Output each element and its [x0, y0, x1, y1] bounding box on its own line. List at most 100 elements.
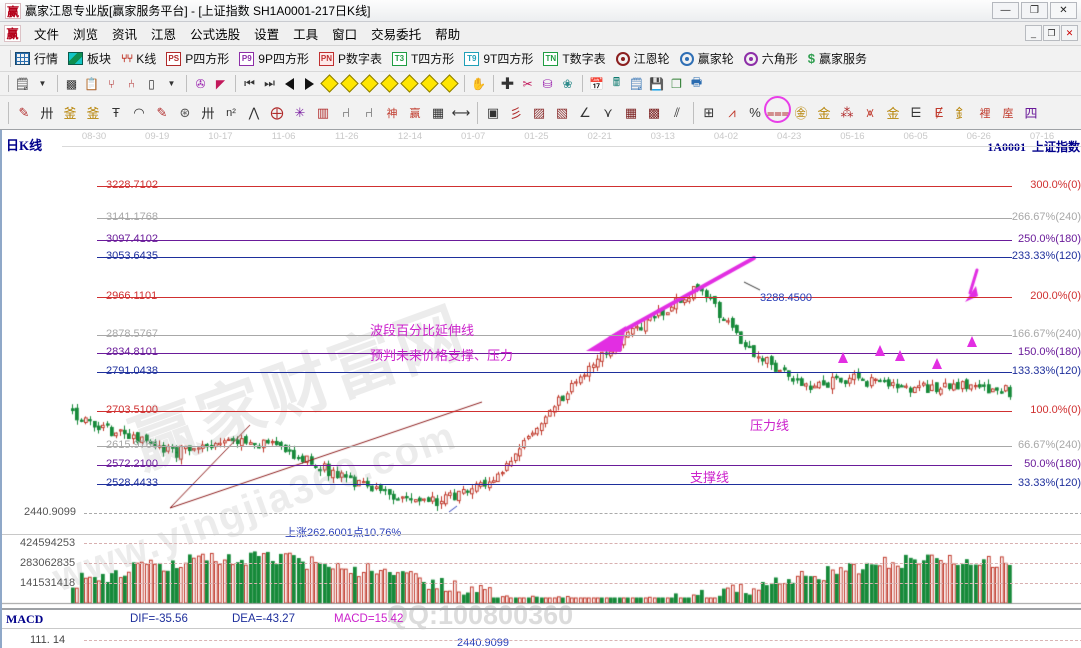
- dropdown-arrow-icon[interactable]: ▼: [38, 79, 47, 88]
- toolbar-button-quotes[interactable]: 行情: [15, 50, 58, 67]
- menu-item-trade[interactable]: 交易委托: [371, 28, 422, 42]
- star-burst-icon[interactable]: ✳: [294, 104, 306, 120]
- minimize-button[interactable]: —: [992, 2, 1019, 19]
- pen-icon[interactable]: ✎: [18, 104, 30, 120]
- ying-icon[interactable]: 赢: [409, 107, 421, 120]
- gold-scale-icon[interactable]: 金: [817, 106, 831, 121]
- hand-icon[interactable]: ✋: [471, 76, 486, 91]
- crosshair-icon[interactable]: ✚: [500, 75, 515, 93]
- doc-restore-button[interactable]: ❐: [1043, 25, 1060, 41]
- target-icon[interactable]: ⨁: [270, 104, 284, 120]
- toolbar-button-winner-wheel[interactable]: 赢家轮: [679, 50, 734, 67]
- angle-lines-icon[interactable]: ∠: [579, 104, 591, 120]
- chart-area[interactable]: 赢家财富网 www.yingjia360.com 日K线 1A0001 上证指数…: [0, 130, 1081, 648]
- grid-box2-icon[interactable]: ▩: [647, 104, 661, 120]
- doc-minimize-button[interactable]: _: [1025, 25, 1042, 41]
- pen-line-icon[interactable]: ✎: [156, 104, 168, 120]
- wave9-icon[interactable]: ⑃: [127, 76, 136, 91]
- wave3-icon[interactable]: ⑂: [107, 76, 116, 91]
- rect-icon[interactable]: ▣: [486, 104, 500, 120]
- arc-fan-icon[interactable]: ⩙: [866, 104, 874, 120]
- toolbar-button-t-square[interactable]: T3 T四方形: [391, 50, 454, 67]
- toolbar-button-kline[interactable]: ⑂⑂ K线: [121, 50, 156, 67]
- toolbar-button-9p-square[interactable]: P9 9P四方形: [239, 50, 309, 67]
- gold-line-icon[interactable]: 釒: [955, 106, 969, 121]
- menu-item-browse[interactable]: 浏览: [73, 28, 99, 42]
- dropdown-arrow-icon[interactable]: ▼: [167, 79, 176, 88]
- diamond-icon[interactable]: [360, 74, 379, 93]
- ying2-icon[interactable]: 庢: [1002, 107, 1014, 120]
- menu-item-gann[interactable]: 江恩: [151, 28, 177, 42]
- n2-icon[interactable]: n²: [226, 106, 236, 119]
- menu-item-tools[interactable]: 工具: [293, 28, 319, 42]
- prev-icon[interactable]: [280, 74, 299, 93]
- toolbar-button-p-square[interactable]: PS P四方形: [166, 50, 229, 67]
- ruler-icon[interactable]: ⊞: [703, 104, 715, 120]
- doc-close-button[interactable]: ✕: [1061, 25, 1078, 41]
- first-page-icon[interactable]: ⏮: [244, 76, 255, 90]
- notes-icon[interactable]: 🗒: [628, 76, 645, 91]
- copy-icon[interactable]: ❐: [671, 76, 682, 91]
- percent-fan-icon[interactable]: ⩘: [728, 104, 736, 120]
- toolbar-button-hexagon[interactable]: 六角形: [743, 50, 798, 67]
- percent-extension-icon[interactable]: ⩶: [764, 95, 791, 125]
- save-icon[interactable]: 💾: [649, 76, 664, 91]
- toolbar-button-9t-square[interactable]: T9 9T四方形: [464, 50, 533, 67]
- macd-panel[interactable]: MACD DIF=-35.56 DEA=-43.27 MACD=15.42 11…: [2, 608, 1081, 648]
- brain-icon[interactable]: ❀: [562, 76, 573, 91]
- calendar-icon[interactable]: 📅: [589, 76, 604, 91]
- toolbar-button-t-number-table[interactable]: TN T数字表: [543, 50, 606, 67]
- colorchart-icon[interactable]: ◤: [215, 76, 226, 91]
- measure-icon[interactable]: ⟷: [451, 104, 471, 120]
- calculator-icon[interactable]: 🖩: [612, 75, 621, 89]
- basket-icon[interactable]: ⛁: [542, 76, 553, 91]
- last-page-icon[interactable]: ⏭: [264, 76, 275, 90]
- si-icon[interactable]: 四: [1024, 106, 1038, 121]
- print-icon[interactable]: 🖶: [690, 75, 703, 89]
- slope2-icon[interactable]: ⑁: [365, 105, 373, 120]
- diamond-cross-icon[interactable]: [440, 74, 459, 93]
- parallel-icon[interactable]: ⫽: [674, 104, 680, 120]
- angle-icon[interactable]: ⋀: [248, 104, 260, 120]
- percent-icon[interactable]: %: [749, 105, 761, 120]
- menu-item-window[interactable]: 窗口: [332, 28, 358, 42]
- toolbar-button-p-number-table[interactable]: PN P数字表: [318, 50, 382, 67]
- menu-item-help[interactable]: 帮助: [435, 28, 461, 42]
- clipboard-icon[interactable]: 📋: [84, 76, 99, 91]
- maximize-button[interactable]: ❐: [1021, 2, 1048, 19]
- candle-icon[interactable]: ▯: [148, 76, 155, 91]
- slope-icon[interactable]: ⑁: [342, 105, 350, 120]
- toolbar-button-gann-wheel[interactable]: 江恩轮: [615, 50, 670, 67]
- box-icon[interactable]: ▥: [316, 104, 330, 120]
- menu-item-news[interactable]: 资讯: [112, 28, 138, 42]
- gann-gold2-icon[interactable]: 釜: [86, 106, 100, 121]
- toolbar-button-winner-service[interactable]: $ 赢家服务: [808, 50, 867, 67]
- diamond-star-icon[interactable]: [420, 74, 439, 93]
- menu-item-formula-stock-pick[interactable]: 公式选股: [190, 28, 241, 42]
- diamond-icon[interactable]: [380, 74, 399, 93]
- gold-circle-icon[interactable]: ㊎: [794, 106, 808, 121]
- menu-item-settings[interactable]: 设置: [254, 28, 280, 42]
- zigzag-icon[interactable]: ⋎: [603, 104, 613, 120]
- circle-scale-icon[interactable]: ⊛: [179, 104, 191, 120]
- close-button[interactable]: ✕: [1050, 2, 1077, 19]
- diamond-icon[interactable]: [320, 74, 339, 93]
- box-fan2-icon[interactable]: ▧: [555, 104, 569, 120]
- diamond-icon[interactable]: [400, 74, 419, 93]
- kline-panel[interactable]: 赢家财富网 www.yingjia360.com 日K线 1A0001 上证指数…: [2, 130, 1081, 648]
- grid-lines-icon[interactable]: ▦: [431, 104, 445, 120]
- lines-icon[interactable]: 卅: [201, 106, 215, 121]
- box-fan-icon[interactable]: ▨: [532, 104, 546, 120]
- vertical-lines-icon[interactable]: 卅: [40, 106, 54, 121]
- diamond-icon[interactable]: [340, 74, 359, 93]
- menu-item-file[interactable]: 文件: [34, 28, 60, 42]
- spiral-icon[interactable]: ◠: [133, 104, 145, 120]
- net-icon[interactable]: ▩: [65, 76, 78, 91]
- pen-scale-icon[interactable]: ⁂: [840, 104, 854, 120]
- gold-fan-icon[interactable]: 金: [886, 106, 900, 121]
- f-scale-icon[interactable]: Ŧ: [112, 105, 120, 120]
- calendar-layout-icon[interactable]: 🗒: [14, 76, 31, 91]
- toolbar-button-sectors[interactable]: 板块: [68, 50, 111, 67]
- shen-icon[interactable]: 神: [386, 107, 398, 120]
- next-icon[interactable]: [300, 74, 319, 93]
